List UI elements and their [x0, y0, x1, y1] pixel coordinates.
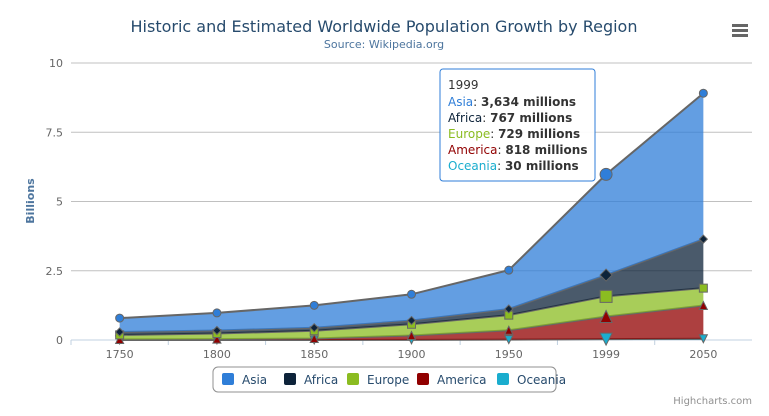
area-africa: [119, 239, 704, 335]
legend-label: Oceania: [517, 373, 566, 387]
data-point[interactable]: [599, 309, 613, 324]
data-point[interactable]: [599, 332, 613, 347]
legend-item-europe[interactable]: Europe: [347, 373, 409, 387]
x-tick-label: 1750: [106, 348, 134, 361]
legend-label: Europe: [367, 373, 409, 387]
credits-link[interactable]: Highcharts.com: [673, 396, 752, 407]
data-point[interactable]: [504, 304, 514, 314]
tooltip-value: 818 millions: [505, 143, 587, 157]
tooltip: 1999 Asia: 3,634 millions Africa: 767 mill…: [439, 68, 596, 182]
legend-item-america[interactable]: America: [417, 373, 487, 387]
tooltip-value: 767 millions: [490, 111, 572, 125]
tooltip-row: America: 818 millions: [448, 143, 587, 157]
tooltip-header: 1999: [448, 78, 479, 92]
legend-item-africa[interactable]: Africa: [284, 373, 338, 387]
data-point[interactable]: [115, 313, 125, 323]
data-point[interactable]: [698, 88, 708, 98]
data-point[interactable]: [698, 283, 708, 293]
tooltip-box: [439, 68, 596, 182]
legend-item-oceania[interactable]: Oceania: [497, 373, 566, 387]
area-asia: [119, 93, 704, 332]
data-point[interactable]: [212, 325, 222, 336]
y-tick-label: 0: [56, 334, 63, 347]
legend-label: Africa: [304, 373, 338, 387]
x-tick-label: 2050: [689, 348, 717, 361]
y-tick-label: 10: [49, 57, 63, 70]
chart-title: Historic and Estimated Worldwide Populat…: [131, 17, 638, 36]
tooltip-value: 3,634 millions: [481, 95, 576, 109]
tooltip-value: 30 millions: [505, 159, 579, 173]
y-axis-title: Billions: [24, 178, 37, 224]
tooltip-row: Oceania: 30 millions: [448, 159, 579, 173]
data-point[interactable]: [406, 330, 417, 341]
legend: Asia Africa Europe America Oceania: [212, 366, 566, 393]
x-tick-label: 1900: [398, 348, 426, 361]
data-point[interactable]: [698, 300, 709, 310]
legend-swatch: [284, 373, 296, 385]
y-tick-label: 7.5: [46, 126, 64, 139]
tooltip-value: 729 millions: [498, 127, 580, 141]
tooltip-row: Africa: 767 millions: [448, 111, 572, 125]
legend-item-asia[interactable]: Asia: [222, 373, 267, 387]
tooltip-series-name: America: [448, 143, 498, 157]
x-tick-label: 1950: [495, 348, 523, 361]
legend-swatch: [497, 373, 509, 385]
tooltip-series-name: Oceania: [448, 159, 497, 173]
legend-label: America: [437, 373, 487, 387]
data-point[interactable]: [309, 323, 319, 333]
data-point[interactable]: [503, 325, 514, 335]
legend-box: [212, 366, 557, 393]
data-point[interactable]: [212, 308, 222, 318]
legend-swatch: [347, 373, 359, 385]
data-point[interactable]: [599, 167, 613, 181]
data-point[interactable]: [407, 289, 416, 299]
tooltip-series-name: Africa: [448, 111, 482, 125]
data-point[interactable]: [309, 333, 320, 343]
legend-swatch: [222, 373, 234, 385]
data-point[interactable]: [698, 234, 709, 244]
chart-subtitle: Source: Wikipedia.org: [324, 38, 444, 51]
x-tick-label: 1800: [203, 348, 231, 361]
tooltip-series-name: Europe: [448, 127, 490, 141]
legend-swatch: [417, 373, 429, 385]
y-tick-label: 5: [56, 196, 63, 209]
x-tick-label: 1999: [592, 348, 620, 361]
data-point[interactable]: [309, 300, 319, 310]
data-point[interactable]: [406, 315, 417, 326]
data-point[interactable]: [114, 334, 125, 344]
tooltip-series-name: Asia: [448, 95, 473, 109]
x-tick-label: 1850: [300, 348, 328, 361]
area-america: [119, 305, 704, 340]
legend-label: Asia: [242, 373, 267, 387]
data-point[interactable]: [504, 265, 514, 275]
data-point[interactable]: [114, 327, 125, 337]
data-point[interactable]: [599, 289, 613, 303]
data-point[interactable]: [698, 334, 709, 344]
tooltip-row: Europe: 729 millions: [448, 127, 580, 141]
data-point[interactable]: [599, 268, 613, 282]
hamburger-menu-icon[interactable]: [732, 24, 748, 27]
y-tick-label: 2.5: [46, 265, 64, 278]
data-point[interactable]: [503, 335, 514, 345]
data-point[interactable]: [212, 333, 222, 344]
menu-button[interactable]: [728, 20, 752, 42]
tooltip-row: Asia: 3,634 millions: [448, 95, 576, 109]
